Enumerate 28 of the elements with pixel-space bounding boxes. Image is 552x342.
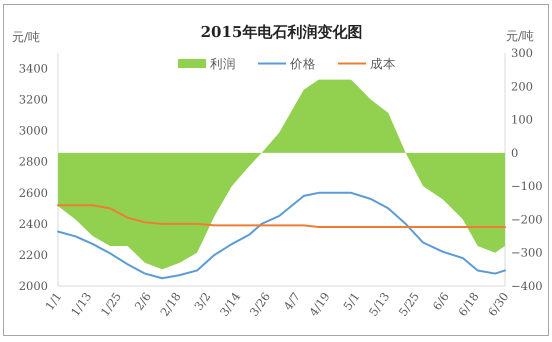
y-tick-label: 3000 [18,124,48,138]
legend-label: 成本 [370,56,396,71]
y2-tick-label: 100 [511,112,533,127]
x-tick-label: 2/6 [132,290,154,313]
y-tick-label: 3200 [18,92,48,107]
y2-tick-label: 0 [511,146,518,160]
line-series [57,204,506,228]
y2-tick-label: 300 [511,46,533,60]
y-tick-label: 2600 [18,186,48,200]
x-tick-label: 3/2 [191,290,214,313]
y-tick-label: 3400 [18,62,48,76]
y-axis-title: 元/吨 [12,30,40,44]
legend-label: 价格 [289,56,316,71]
chart-title: 2015年电石利润变化图 [200,23,362,41]
x-tick-label: 5/1 [340,290,362,313]
x-tick-label: 6/6 [430,290,452,313]
y-tick-label: 2200 [18,248,48,262]
x-tick-label: 4/7 [280,290,303,313]
y2-tick-label: −200 [511,212,543,226]
y-tick-label: 2800 [18,154,48,169]
y-tick-label: 2400 [18,216,48,231]
y2-tick-label: −400 [511,279,543,293]
y2-tick-label: 200 [511,79,533,94]
y2-axis-title: 元/吨 [506,29,534,43]
y2-tick-label: −100 [511,179,543,194]
line-series [57,192,506,280]
legend-label: 利润 [210,56,236,71]
y2-tick-label: −300 [511,246,543,260]
